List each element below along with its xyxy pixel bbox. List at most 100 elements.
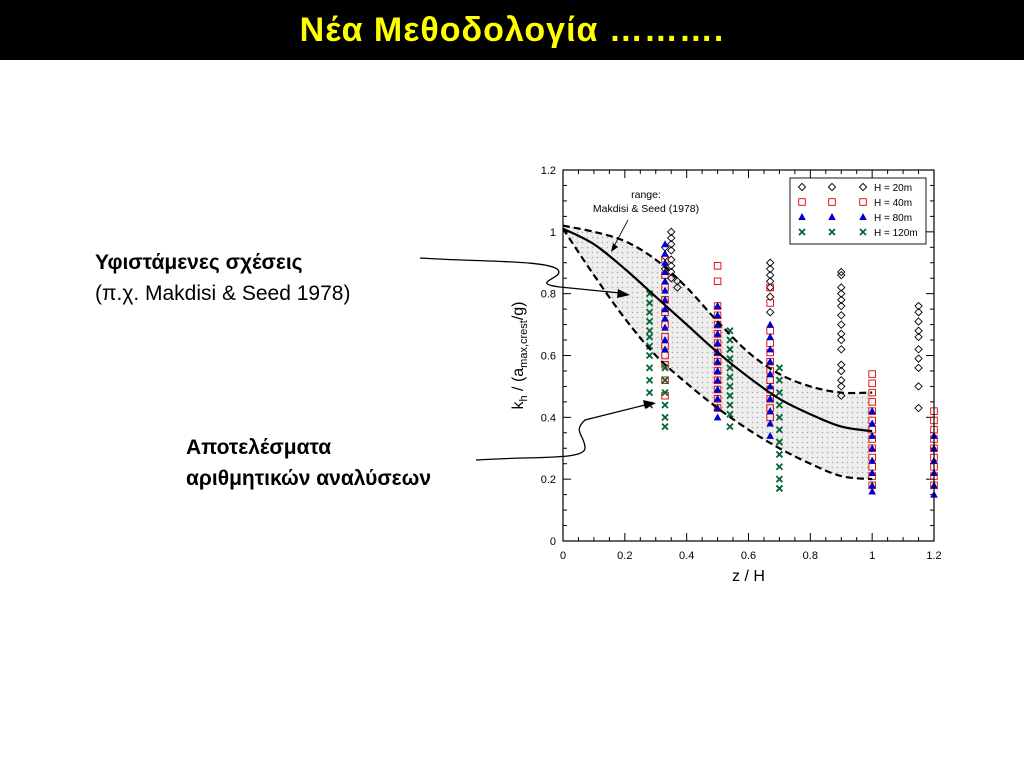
data-point-diamond <box>765 270 775 280</box>
data-point-diamond <box>914 345 923 354</box>
cross-stroke <box>726 345 734 353</box>
data-point-triangle <box>766 357 774 365</box>
callout-arrows <box>419 257 656 461</box>
data-point-diamond <box>765 292 775 301</box>
data-point-triangle <box>661 295 669 303</box>
data-point-diamond <box>666 261 676 271</box>
data-point-triangle <box>661 314 669 322</box>
cross-stroke <box>645 333 654 341</box>
data-point-cross <box>661 364 669 372</box>
data-point-triangle <box>661 277 669 285</box>
cross-stroke <box>726 422 734 431</box>
range-lower-bound <box>562 228 873 481</box>
annotation-group: range: Makdisi & Seed (1978) <box>593 189 699 252</box>
callout-results-line2: αριθμητικών αναλύσεων <box>186 467 432 490</box>
data-point-square <box>713 277 722 286</box>
title-bar: Νέα Μεθοδολογία ………. <box>0 0 1024 60</box>
data-point-cross <box>726 345 734 353</box>
data-point-diamond <box>837 295 846 305</box>
slide-title: Νέα Μεθοδολογία ………. <box>299 10 725 49</box>
cross-stroke <box>775 438 784 446</box>
cross-stroke <box>859 228 867 236</box>
data-point-square <box>868 388 876 397</box>
data-point-cross <box>775 401 784 409</box>
data-point-cross <box>775 364 784 372</box>
x-tick-label: 0 <box>560 550 566 562</box>
data-point-triangle <box>713 376 722 384</box>
data-point-triangle <box>868 456 876 464</box>
data-point-diamond <box>914 382 923 391</box>
data-point-cross <box>645 299 654 307</box>
data-point-cross <box>775 463 784 471</box>
data-point-diamond <box>765 258 775 267</box>
data-point-square <box>859 198 867 206</box>
data-point-diamond <box>837 329 846 339</box>
data-point-square <box>713 262 722 270</box>
callout-results-line1: Αποτελέσματα <box>186 436 332 459</box>
data-point-diamond <box>765 277 775 286</box>
data-point-cross <box>645 342 654 350</box>
data-point-cross <box>828 228 836 236</box>
annotation-line2: Makdisi & Seed (1978) <box>593 203 699 215</box>
data-point-triangle <box>713 339 722 347</box>
data-point-diamond <box>837 270 846 280</box>
cross-stroke <box>775 413 784 421</box>
data-point-diamond <box>914 326 923 336</box>
x-tick-label: 1.2 <box>926 550 941 562</box>
data-point-diamond <box>827 182 837 192</box>
data-point-triangle <box>713 404 722 412</box>
cross-stroke <box>828 228 836 236</box>
callout-arrow-existing <box>419 257 621 294</box>
data-point-triangle <box>798 213 806 220</box>
data-point-diamond <box>837 283 846 292</box>
data-point-triangle <box>661 240 669 248</box>
data-point-diamond <box>837 301 846 311</box>
data-point-cross <box>775 438 784 446</box>
annotation-arrowhead <box>611 243 618 252</box>
data-point-cross <box>775 388 784 397</box>
data-point-triangle <box>713 385 722 393</box>
data-point-cross <box>775 413 784 421</box>
data-point-cross <box>645 327 654 335</box>
data-point-triangle <box>713 320 722 328</box>
data-points-group <box>645 227 938 498</box>
data-point-square <box>798 198 806 206</box>
x-tick-label: 0.6 <box>741 550 756 562</box>
data-point-diamond <box>837 360 846 370</box>
data-point-triangle <box>766 332 774 340</box>
cross-stroke <box>775 475 784 483</box>
data-point-cross <box>645 376 654 384</box>
data-point-diamond <box>837 289 846 298</box>
x-tick-label: 0.8 <box>803 550 818 562</box>
data-point-triangle <box>868 481 876 489</box>
data-point-triangle <box>661 258 669 266</box>
y-axis-label-part: /g) <box>510 301 527 320</box>
cross-stroke <box>661 401 669 409</box>
cross-stroke <box>645 327 654 335</box>
cross-stroke <box>775 463 784 471</box>
data-point-diamond <box>837 311 846 320</box>
data-point-triangle <box>713 329 722 337</box>
y-axis-label: kh / (amax,crest/g) <box>510 301 530 409</box>
data-point-triangle <box>661 268 669 276</box>
cross-stroke <box>645 388 654 397</box>
cross-stroke <box>775 484 784 493</box>
data-point-cross <box>726 364 734 372</box>
y-axis-label-part: k <box>510 401 527 410</box>
data-point-diamond <box>914 354 923 363</box>
y-tick-label: 1 <box>550 227 556 239</box>
plot-frame <box>562 169 935 542</box>
cross-stroke <box>775 364 784 372</box>
data-point-triangle <box>766 431 774 439</box>
data-point-cross <box>726 401 734 409</box>
cross-stroke <box>775 388 784 397</box>
data-point-cross <box>726 422 734 431</box>
data-point-cross <box>661 413 669 421</box>
data-point-triangle <box>766 394 774 402</box>
y-axis-label-subscript: h <box>518 395 530 401</box>
cross-stroke <box>645 317 654 326</box>
data-point-diamond <box>837 320 846 329</box>
data-point-triangle <box>661 345 669 353</box>
cross-stroke <box>645 364 654 372</box>
data-point-cross <box>798 228 806 236</box>
